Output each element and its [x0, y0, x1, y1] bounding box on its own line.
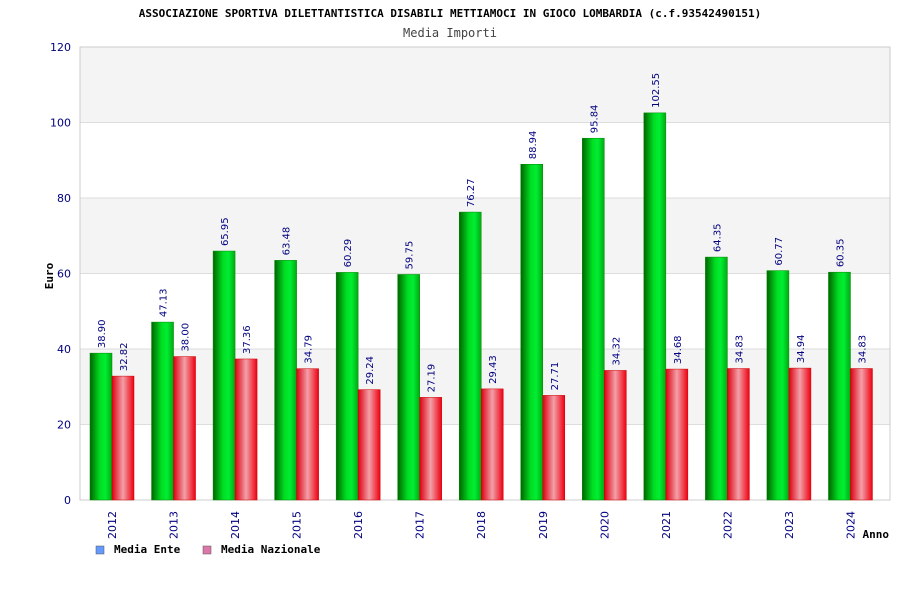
- bar-nazionale: [480, 388, 504, 501]
- bar-nazionale: [173, 356, 196, 501]
- data-label: 38.90: [97, 320, 108, 349]
- data-labels: 38.90 32.82 47.13 38.00 65.95 37.36 63.48 34.79…: [97, 73, 868, 392]
- bar-nazionale: [234, 358, 258, 501]
- bar-nazionale: [542, 395, 566, 501]
- y-tick-label: 80: [57, 192, 71, 205]
- x-tick-label: 2018: [475, 511, 488, 539]
- bar-ente: [705, 256, 728, 501]
- data-label: 32.82: [119, 342, 130, 371]
- legend-label: Media Ente: [114, 543, 181, 556]
- x-tick-label: 2012: [106, 511, 119, 539]
- data-label: 95.84: [589, 105, 600, 134]
- bar-ente: [458, 211, 482, 501]
- data-label: 60.35: [835, 239, 846, 268]
- data-label: 60.77: [774, 237, 785, 266]
- data-label: 38.00: [181, 323, 192, 352]
- bar-nazionale: [850, 368, 873, 501]
- y-tick-label: 100: [50, 117, 71, 130]
- y-tick-label: 20: [57, 419, 71, 432]
- data-label: 34.94: [796, 334, 807, 363]
- data-label: 34.79: [304, 335, 315, 364]
- legend: Media Ente Media Nazionale: [95, 543, 321, 556]
- bar-ente: [582, 137, 605, 501]
- data-label: 65.95: [220, 217, 231, 246]
- legend-swatch: [95, 545, 105, 555]
- x-tick-label: 2022: [721, 511, 734, 539]
- chart-title: ASSOCIAZIONE SPORTIVA DILETTANTISTICA DI…: [139, 7, 762, 20]
- x-tick-label: 2015: [291, 511, 304, 539]
- data-label: 29.24: [365, 356, 376, 385]
- bar-ente: [643, 112, 667, 501]
- bar-ente: [212, 250, 236, 501]
- data-label: 88.94: [528, 131, 539, 160]
- y-axis-label: Euro: [43, 262, 56, 289]
- data-label: 47.13: [159, 288, 170, 317]
- legend-label: Media Nazionale: [221, 543, 321, 556]
- legend-swatch: [202, 545, 212, 555]
- data-label: 27.19: [427, 364, 438, 393]
- bar-nazionale: [788, 367, 812, 501]
- bar-nazionale: [111, 375, 135, 501]
- data-label: 34.68: [673, 335, 684, 364]
- x-tick-label: 2020: [598, 511, 611, 539]
- bar-ente: [397, 274, 420, 501]
- x-axis-label: Anno: [863, 528, 890, 541]
- bars: [89, 112, 873, 501]
- data-label: 34.83: [857, 335, 868, 364]
- data-label: 34.32: [611, 337, 622, 366]
- bar-nazionale: [419, 397, 442, 501]
- bar-ente: [520, 164, 544, 501]
- bar-ente: [828, 271, 851, 501]
- data-label: 29.43: [488, 355, 499, 384]
- x-tick-label: 2024: [844, 511, 857, 539]
- x-tick-label: 2016: [352, 511, 365, 539]
- y-tick-label: 0: [64, 494, 71, 507]
- grid-band: [80, 198, 890, 274]
- x-tick-label: 2014: [229, 511, 242, 539]
- data-label: 37.36: [242, 325, 253, 354]
- y-axis-ticks: 0 20 40 60 80 100 120: [50, 41, 71, 507]
- bar-ente: [335, 272, 359, 501]
- data-label: 102.55: [651, 73, 662, 108]
- data-label: 76.27: [466, 178, 477, 207]
- x-tick-label: 2019: [537, 511, 550, 539]
- chart-subtitle: Media Importi: [403, 26, 497, 40]
- data-label: 59.75: [405, 241, 416, 270]
- data-label: 64.35: [712, 223, 723, 252]
- data-label: 27.71: [550, 362, 561, 391]
- y-tick-label: 60: [57, 268, 71, 281]
- bar-ente: [274, 260, 297, 501]
- y-tick-label: 40: [57, 343, 71, 356]
- data-label: 63.48: [282, 227, 293, 256]
- x-tick-label: 2013: [168, 511, 181, 539]
- bar-nazionale: [727, 368, 750, 501]
- bar-ente: [766, 270, 790, 501]
- bar-nazionale: [296, 368, 319, 501]
- grid-band: [80, 47, 890, 123]
- x-tick-label: 2021: [660, 511, 673, 539]
- bar-ente: [89, 352, 113, 501]
- x-tick-label: 2023: [783, 511, 796, 539]
- y-tick-label: 120: [50, 41, 71, 54]
- bar-nazionale: [357, 389, 381, 501]
- x-axis-ticks: 2012 2013 2014 2015 2016 2017 2018 2019 2020 2021…: [106, 511, 857, 539]
- x-tick-label: 2017: [414, 511, 427, 539]
- bar-nazionale: [604, 370, 627, 501]
- bar-nazionale: [665, 368, 689, 501]
- bar-ente: [151, 321, 174, 501]
- data-label: 60.29: [343, 239, 354, 268]
- data-label: 34.83: [734, 335, 745, 364]
